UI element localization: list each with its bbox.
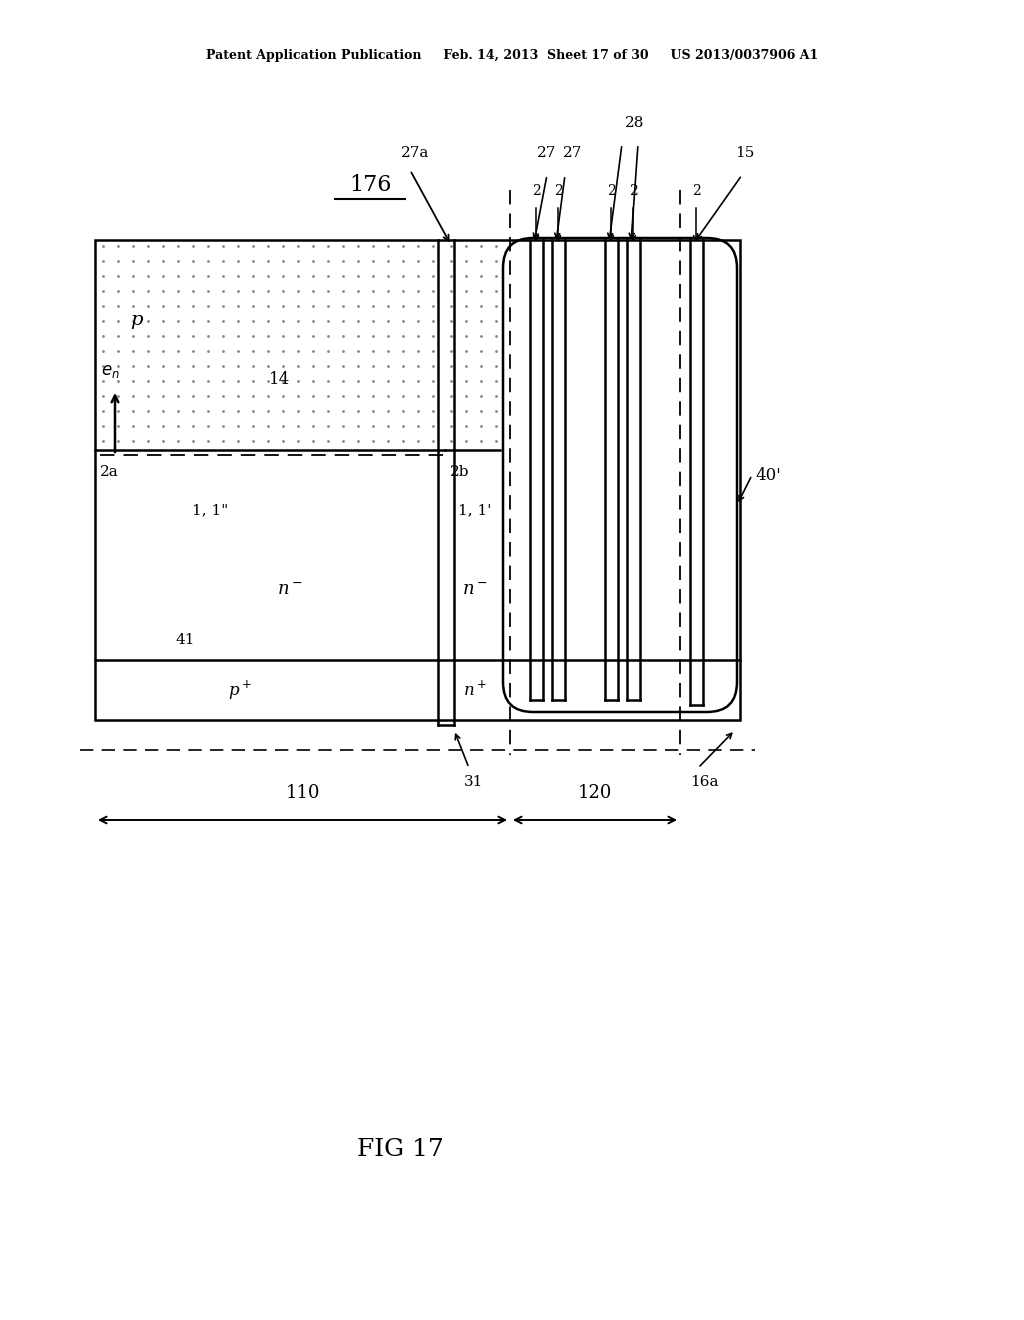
Text: 2: 2 xyxy=(531,183,541,198)
Text: 28: 28 xyxy=(626,116,645,129)
Text: p: p xyxy=(130,312,142,329)
Text: 27a: 27a xyxy=(400,147,429,160)
Text: 27: 27 xyxy=(538,147,557,160)
Text: p$^+$: p$^+$ xyxy=(228,678,252,702)
Text: 2: 2 xyxy=(606,183,615,198)
Text: 2: 2 xyxy=(629,183,637,198)
Text: 31: 31 xyxy=(464,775,483,789)
Text: 1, 1": 1, 1" xyxy=(191,503,228,517)
Text: 41: 41 xyxy=(175,634,195,647)
Bar xyxy=(95,240,740,719)
Text: 40': 40' xyxy=(755,466,780,483)
Text: 27: 27 xyxy=(563,147,583,160)
Text: 1, 1': 1, 1' xyxy=(459,503,492,517)
Text: FIG 17: FIG 17 xyxy=(356,1138,443,1162)
Text: 176: 176 xyxy=(349,174,391,195)
Text: 2b: 2b xyxy=(450,465,469,479)
Text: 110: 110 xyxy=(286,784,319,803)
Text: n$^-$: n$^-$ xyxy=(462,581,487,599)
Text: 120: 120 xyxy=(578,784,612,803)
Text: Patent Application Publication     Feb. 14, 2013  Sheet 17 of 30     US 2013/003: Patent Application Publication Feb. 14, … xyxy=(206,49,818,62)
Text: 2: 2 xyxy=(554,183,562,198)
Text: 15: 15 xyxy=(735,147,755,160)
Text: 2a: 2a xyxy=(100,465,119,479)
Text: 14: 14 xyxy=(269,371,291,388)
Text: $e_n$: $e_n$ xyxy=(100,363,120,380)
Text: 16a: 16a xyxy=(690,775,719,789)
Text: n$^-$: n$^-$ xyxy=(278,581,303,599)
Text: 2: 2 xyxy=(691,183,700,198)
Text: n$^+$: n$^+$ xyxy=(463,680,486,700)
